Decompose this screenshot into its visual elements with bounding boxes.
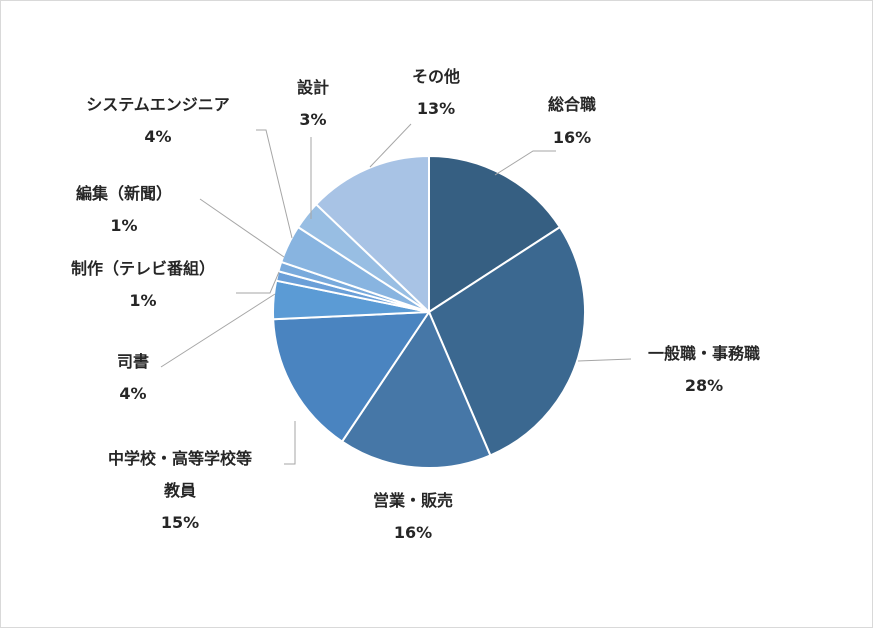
leader-line <box>369 123 412 168</box>
leader-line <box>256 129 293 239</box>
data-label-category: 設計 <box>297 78 329 97</box>
data-label-category: システムエンジニア <box>86 95 230 114</box>
data-label-value: 16% <box>553 128 591 147</box>
data-label-category: 制作（テレビ番組） <box>71 259 215 278</box>
leader-line <box>236 271 280 294</box>
pie-slice <box>428 226 587 457</box>
data-label-category: 中学校・高等学校等 <box>108 449 252 468</box>
data-label-category: 編集（新聞） <box>76 184 172 203</box>
data-label-value: 4% <box>119 384 146 403</box>
leader-line <box>494 150 556 176</box>
leader-line <box>160 293 276 368</box>
data-label-value: 15% <box>161 513 199 532</box>
pie-slice <box>272 311 430 443</box>
data-label-category: 司書 <box>117 352 149 371</box>
data-label-value: 28% <box>685 376 723 395</box>
leader-line <box>577 358 632 362</box>
pie-slice <box>341 311 492 469</box>
data-label-value: 16% <box>394 523 432 542</box>
data-label-value: 3% <box>299 110 326 129</box>
data-label-category: 営業・販売 <box>373 491 453 510</box>
data-label-category: 教員 <box>164 481 196 500</box>
data-label-value: 13% <box>417 99 455 118</box>
data-label-value: 4% <box>144 127 171 146</box>
data-label-category: 一般職・事務職 <box>648 344 760 363</box>
data-label-value: 1% <box>110 216 137 235</box>
leader-line <box>199 198 285 258</box>
leader-line <box>284 421 296 465</box>
data-label-category: 総合職 <box>548 95 596 114</box>
pie-slice <box>428 155 561 313</box>
pie-slice <box>315 155 430 313</box>
data-label-value: 1% <box>129 291 156 310</box>
data-label-category: その他 <box>412 67 460 86</box>
